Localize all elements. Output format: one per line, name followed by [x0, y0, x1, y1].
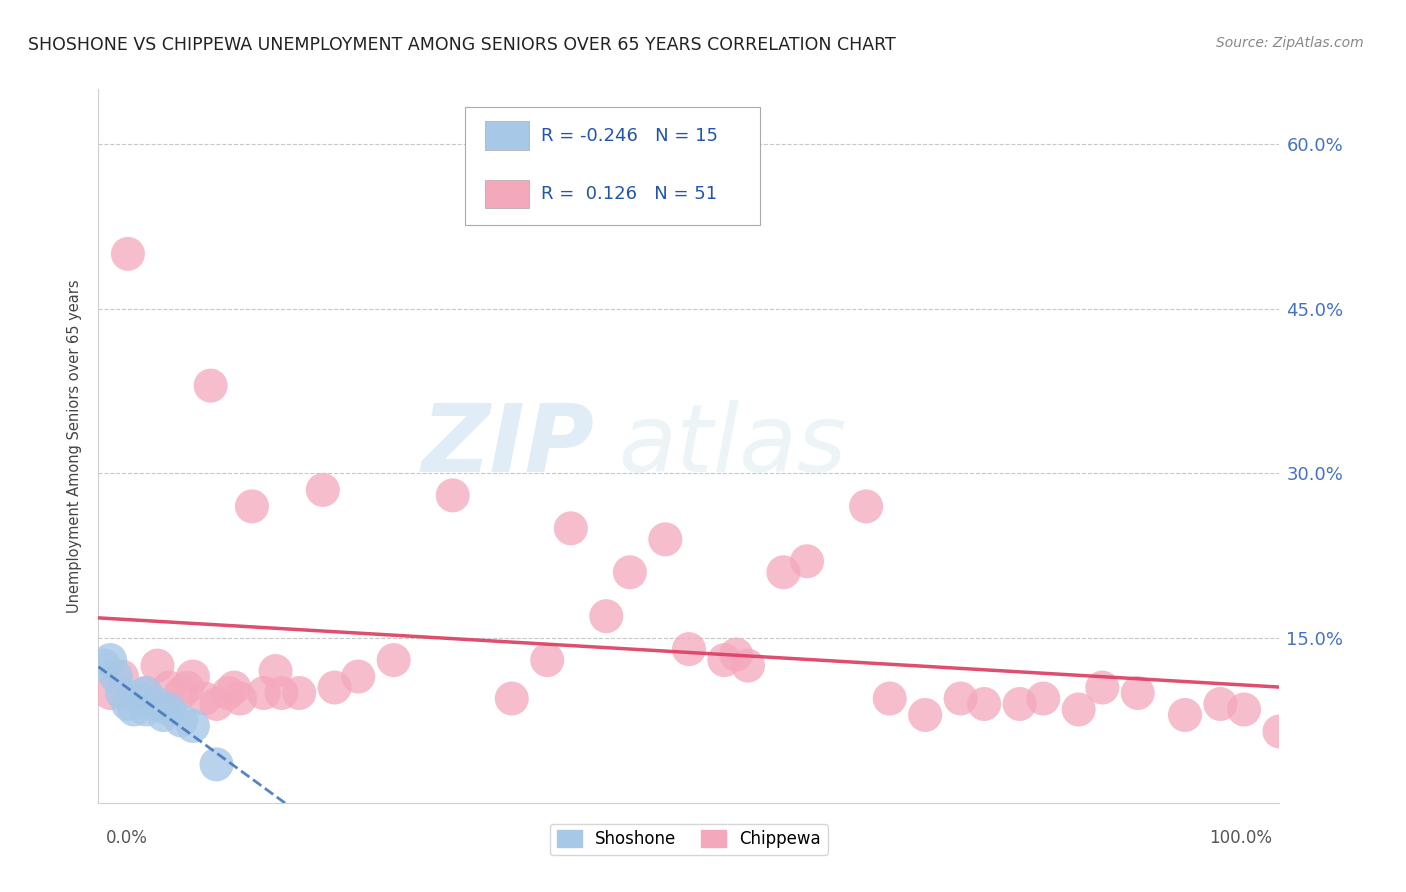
- Point: [135, 686, 157, 700]
- Point: [619, 566, 641, 580]
- Point: [205, 697, 228, 711]
- Point: [157, 702, 180, 716]
- Point: [879, 691, 901, 706]
- Point: [560, 521, 582, 535]
- Point: [152, 708, 174, 723]
- FancyBboxPatch shape: [464, 107, 759, 225]
- Point: [654, 533, 676, 547]
- Point: [1126, 686, 1149, 700]
- Point: [170, 714, 193, 728]
- Point: [176, 681, 198, 695]
- Point: [678, 642, 700, 657]
- Point: [253, 686, 276, 700]
- Point: [157, 681, 180, 695]
- Point: [98, 686, 121, 700]
- Point: [93, 658, 115, 673]
- Y-axis label: Unemployment Among Seniors over 65 years: Unemployment Among Seniors over 65 years: [67, 279, 83, 613]
- Point: [217, 686, 239, 700]
- Point: [536, 653, 558, 667]
- Point: [111, 669, 134, 683]
- Point: [949, 691, 972, 706]
- Point: [111, 686, 134, 700]
- Point: [1008, 697, 1031, 711]
- Point: [146, 658, 169, 673]
- Point: [725, 648, 748, 662]
- FancyBboxPatch shape: [485, 121, 530, 150]
- Point: [170, 686, 193, 700]
- Point: [135, 686, 157, 700]
- Point: [264, 664, 287, 678]
- Point: [1174, 708, 1197, 723]
- Point: [146, 697, 169, 711]
- Point: [323, 681, 346, 695]
- Point: [973, 697, 995, 711]
- Point: [229, 691, 252, 706]
- Point: [270, 686, 292, 700]
- Point: [772, 566, 794, 580]
- Point: [1233, 702, 1256, 716]
- Point: [1268, 724, 1291, 739]
- Point: [117, 697, 139, 711]
- Point: [441, 488, 464, 502]
- Point: [595, 609, 617, 624]
- Point: [501, 691, 523, 706]
- Text: 0.0%: 0.0%: [105, 829, 148, 847]
- Point: [117, 247, 139, 261]
- Point: [200, 378, 222, 392]
- Point: [181, 669, 204, 683]
- Text: 100.0%: 100.0%: [1209, 829, 1272, 847]
- FancyBboxPatch shape: [485, 180, 530, 209]
- Point: [205, 757, 228, 772]
- Point: [796, 554, 818, 568]
- Text: ZIP: ZIP: [422, 400, 595, 492]
- Text: R = -0.246   N = 15: R = -0.246 N = 15: [541, 127, 718, 145]
- Point: [347, 669, 370, 683]
- Text: atlas: atlas: [619, 401, 846, 491]
- Point: [855, 500, 877, 514]
- Legend: Shoshone, Chippewa: Shoshone, Chippewa: [550, 823, 828, 855]
- Point: [713, 653, 735, 667]
- Point: [914, 708, 936, 723]
- Point: [382, 653, 405, 667]
- Point: [224, 681, 246, 695]
- Point: [181, 719, 204, 733]
- Point: [1209, 697, 1232, 711]
- Point: [288, 686, 311, 700]
- Text: Source: ZipAtlas.com: Source: ZipAtlas.com: [1216, 36, 1364, 50]
- Point: [122, 702, 145, 716]
- Point: [1067, 702, 1090, 716]
- Point: [98, 653, 121, 667]
- Point: [1032, 691, 1054, 706]
- Point: [1091, 681, 1114, 695]
- Point: [105, 669, 128, 683]
- Point: [240, 500, 263, 514]
- Point: [128, 691, 150, 706]
- Point: [312, 483, 335, 497]
- Point: [194, 691, 217, 706]
- Text: R =  0.126   N = 51: R = 0.126 N = 51: [541, 186, 717, 203]
- Point: [737, 658, 759, 673]
- Text: SHOSHONE VS CHIPPEWA UNEMPLOYMENT AMONG SENIORS OVER 65 YEARS CORRELATION CHART: SHOSHONE VS CHIPPEWA UNEMPLOYMENT AMONG …: [28, 36, 896, 54]
- Point: [135, 702, 157, 716]
